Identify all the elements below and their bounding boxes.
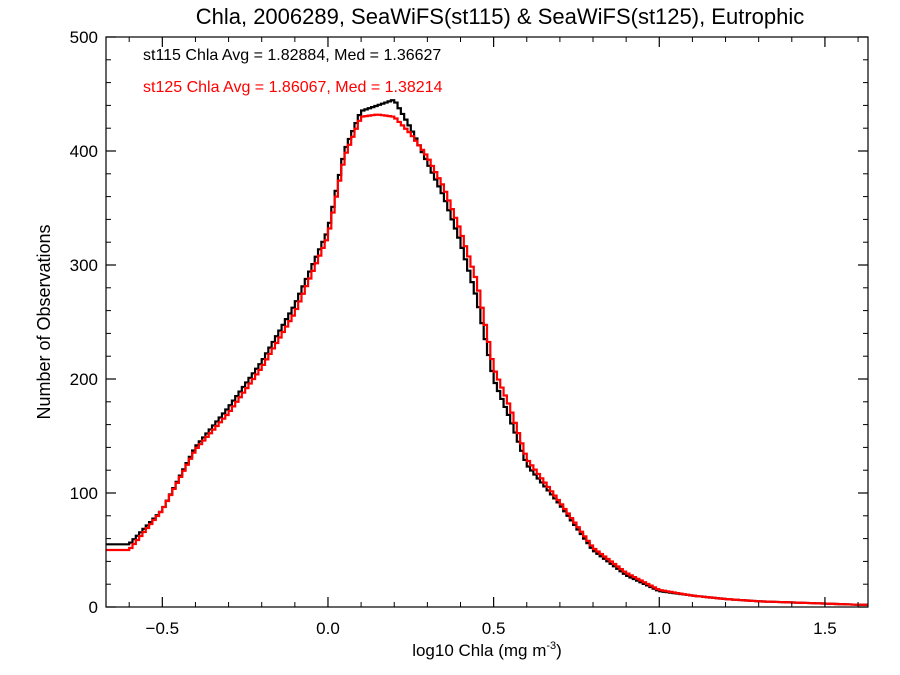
plot-frame bbox=[105, 36, 869, 608]
y-tick-label: 400 bbox=[70, 142, 98, 161]
y-tick-label: 200 bbox=[70, 370, 98, 389]
annotation-st115: st115 Chla Avg = 1.82884, Med = 1.36627 bbox=[143, 47, 441, 64]
x-axis-ticks: −0.5 0.0 0.5 1.0 1.5 bbox=[128, 37, 859, 638]
y-tick-label: 300 bbox=[70, 256, 98, 275]
x-tick-label: 1.0 bbox=[647, 619, 671, 638]
histogram-series-0 bbox=[106, 99, 868, 606]
histogram-series-group bbox=[106, 99, 868, 606]
x-axis-label: log10 Chla (mg m-3) bbox=[412, 640, 562, 660]
histogram-series-1 bbox=[106, 113, 868, 606]
annotation-st125: st125 Chla Avg = 1.86067, Med = 1.38214 bbox=[143, 79, 443, 96]
chart-title: Chla, 2006289, SeaWiFS(st115) & SeaWiFS(… bbox=[196, 4, 805, 29]
x-tick-label: −0.5 bbox=[146, 619, 180, 638]
y-axis-ticks: 0 100 200 300 400 500 bbox=[70, 28, 868, 617]
x-tick-label: 0.5 bbox=[482, 619, 506, 638]
y-axis-label: Number of Observations bbox=[34, 224, 54, 419]
x-tick-label: 1.5 bbox=[813, 619, 837, 638]
y-tick-label: 0 bbox=[89, 598, 98, 617]
y-tick-label: 500 bbox=[70, 28, 98, 47]
y-tick-label: 100 bbox=[70, 484, 98, 503]
x-tick-label: 0.0 bbox=[316, 619, 340, 638]
